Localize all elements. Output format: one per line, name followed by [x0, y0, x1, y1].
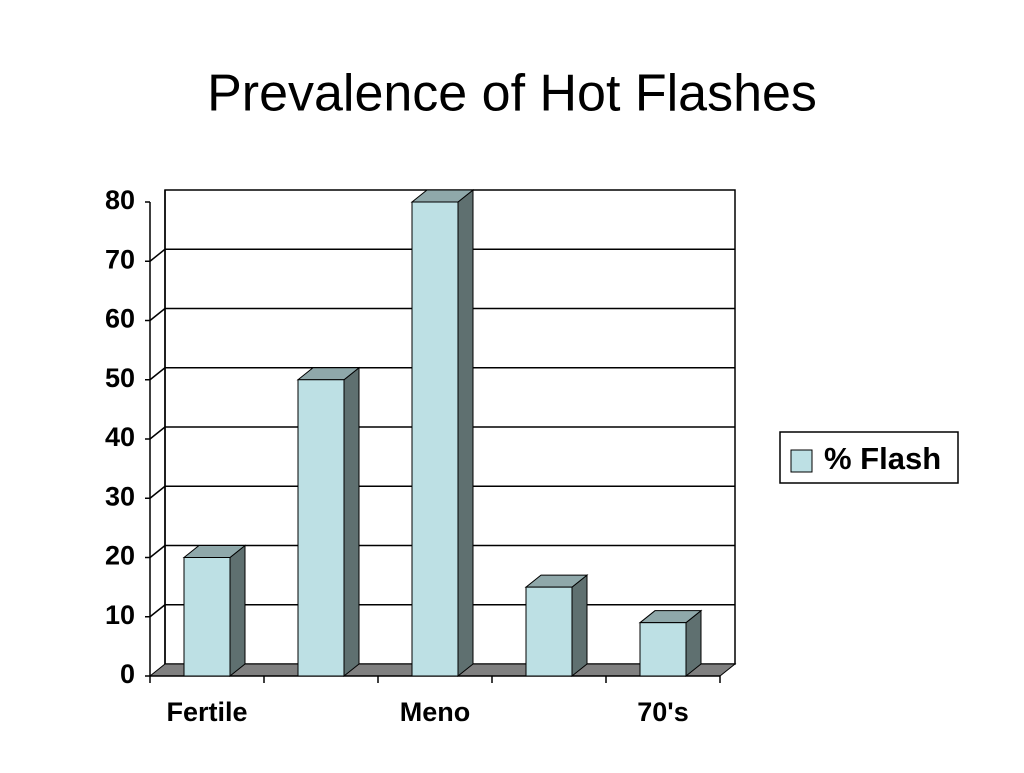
- y-tick-label: 60: [105, 304, 135, 334]
- bar-side: [571, 574, 588, 678]
- grid-line-side: [149, 367, 166, 381]
- x-tick-label: Meno: [400, 697, 471, 727]
- y-tick-label: 40: [105, 422, 135, 452]
- grid-line-side: [149, 604, 166, 618]
- legend-label: % Flash: [824, 441, 941, 476]
- y-tick-label: 10: [105, 600, 135, 630]
- bar: [297, 379, 345, 677]
- y-tick-label: 0: [120, 659, 135, 689]
- grid-line-side: [149, 248, 166, 262]
- bar-side: [229, 544, 246, 678]
- y-tick-label: 70: [105, 244, 135, 274]
- bar-side: [343, 366, 360, 678]
- legend-swatch: [790, 449, 813, 473]
- y-tick-label: 50: [105, 363, 135, 393]
- bar: [639, 622, 687, 677]
- y-tick-label: 30: [105, 481, 135, 511]
- bar: [411, 201, 459, 677]
- bar-side: [457, 188, 474, 678]
- bar: [183, 557, 231, 677]
- y-tick-label: 20: [105, 541, 135, 571]
- x-tick-label: 70's: [637, 697, 688, 727]
- y-tick-label: 80: [105, 185, 135, 215]
- bar: [525, 586, 573, 677]
- grid-line-side: [149, 485, 166, 499]
- grid-line-side: [149, 307, 166, 322]
- x-tick-label: Fertile: [166, 697, 247, 727]
- grid-line-side: [149, 544, 166, 559]
- chart-title: Prevalence of Hot Flashes: [207, 65, 817, 123]
- grid-line-side: [149, 426, 166, 440]
